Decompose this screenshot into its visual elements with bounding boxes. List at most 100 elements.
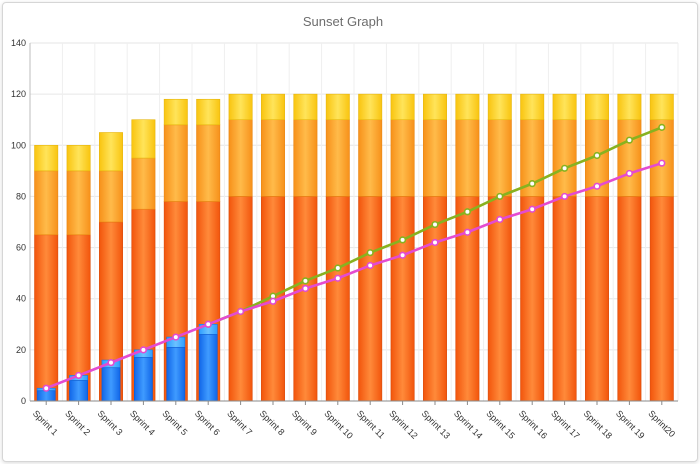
x-tick-label: Sprint 13 bbox=[420, 408, 453, 441]
x-axis: Sprint 1 Sprint 2 Sprint 3 Sprint 4 Sprint 5… bbox=[30, 400, 678, 441]
x-tick-label: Sprint 7 bbox=[225, 408, 254, 437]
x-tick-label: Sprint 16 bbox=[517, 408, 550, 441]
series-line bbox=[45, 161, 663, 390]
grid-lines bbox=[29, 42, 679, 402]
x-tick-label: Sprint 6 bbox=[193, 408, 222, 437]
line-point bbox=[658, 159, 666, 167]
x-tick-label: Sprint 14 bbox=[452, 408, 485, 441]
bar-segment-middle bbox=[487, 119, 512, 197]
line-point bbox=[301, 277, 310, 285]
bar-segment-base bbox=[649, 196, 674, 402]
line-point bbox=[204, 320, 212, 328]
line-point bbox=[593, 182, 601, 190]
line-point bbox=[593, 151, 601, 160]
line-point bbox=[625, 136, 634, 144]
bar-segment-top bbox=[520, 93, 545, 121]
line-point bbox=[399, 236, 407, 244]
x-tick-label: Sprint 9 bbox=[290, 408, 319, 437]
bar-segment-base bbox=[617, 196, 642, 402]
line-point bbox=[42, 384, 50, 392]
trend-lines bbox=[42, 123, 666, 392]
bar-segment-top bbox=[585, 93, 609, 121]
y-tick-label: 100 bbox=[11, 140, 26, 150]
bar-segment-base bbox=[520, 196, 545, 402]
bar-segment-middle bbox=[325, 119, 350, 197]
x-tick-label: Sprint 11 bbox=[355, 408, 387, 440]
bar-segment-middle bbox=[423, 119, 447, 197]
completed-bar bbox=[134, 357, 153, 402]
bar-segment-middle bbox=[455, 119, 480, 197]
line-point bbox=[139, 346, 147, 354]
bar-segment-top bbox=[293, 93, 318, 121]
x-tick-label: Sprint20 bbox=[646, 408, 677, 439]
x-tick-label: Sprint 19 bbox=[614, 408, 647, 441]
bar-segment-top bbox=[423, 93, 447, 121]
x-tick-label: Sprint 8 bbox=[258, 408, 287, 437]
line-point bbox=[496, 192, 504, 201]
line-point bbox=[528, 205, 536, 213]
bar-segment-top bbox=[390, 93, 415, 121]
bar-segment-base bbox=[34, 234, 59, 402]
line-point bbox=[74, 371, 83, 380]
bar-segment-middle bbox=[261, 119, 285, 197]
x-tick-label: Sprint 5 bbox=[160, 408, 189, 437]
x-tick-label: Sprint 10 bbox=[322, 408, 355, 441]
line-point bbox=[463, 228, 472, 236]
x-tick-label: Sprint 18 bbox=[582, 408, 615, 441]
line-point bbox=[625, 169, 634, 178]
bar-segment-middle bbox=[293, 119, 318, 197]
y-tick-label: 60 bbox=[16, 243, 26, 253]
line-point bbox=[334, 264, 342, 272]
bar-segment-top bbox=[617, 93, 642, 121]
line-point bbox=[560, 164, 569, 172]
completed-bar bbox=[198, 334, 218, 402]
bar-segment-middle bbox=[390, 119, 415, 197]
y-tick-label: 80 bbox=[16, 191, 26, 201]
bar-segment-base bbox=[358, 196, 383, 402]
y-tick-label: 20 bbox=[16, 345, 26, 355]
line-point bbox=[431, 220, 439, 229]
completed-bar bbox=[166, 346, 186, 402]
bar-segment-base bbox=[293, 196, 318, 402]
bar-segment-middle bbox=[617, 119, 642, 197]
line-point bbox=[269, 297, 277, 305]
y-axis: 0 20 40 60 80 100 120 140 bbox=[11, 38, 31, 406]
bar-segment-middle bbox=[163, 124, 188, 202]
bar-segment-top bbox=[228, 93, 253, 121]
line-point bbox=[431, 238, 439, 247]
bar-segment-top bbox=[66, 144, 91, 172]
line-point bbox=[366, 249, 374, 257]
bar-segment-top bbox=[99, 132, 123, 172]
x-tick-label: Sprint 2 bbox=[63, 408, 92, 437]
bar-segment-base bbox=[552, 196, 577, 402]
line-point bbox=[172, 333, 180, 341]
y-tick-label: 120 bbox=[11, 89, 26, 99]
line-point bbox=[560, 192, 569, 201]
x-tick-label: Sprint 17 bbox=[549, 408, 582, 441]
line-point bbox=[399, 251, 407, 259]
bar-segment-base bbox=[455, 196, 480, 402]
completed-bar bbox=[69, 380, 88, 402]
bar-segment-base bbox=[390, 196, 415, 402]
bar-segment-middle bbox=[34, 170, 59, 236]
bar-segment-base bbox=[487, 196, 512, 402]
stacked-bars bbox=[34, 93, 674, 402]
y-tick-label: 40 bbox=[16, 294, 26, 304]
bar-segment-top bbox=[163, 98, 188, 126]
bar-segment-middle bbox=[99, 170, 123, 223]
bar-segment-middle bbox=[228, 119, 253, 197]
line-point bbox=[658, 123, 666, 131]
bar-segment-top bbox=[552, 93, 577, 121]
x-tick-label: Sprint 4 bbox=[128, 408, 157, 437]
x-tick-label: Sprint 15 bbox=[484, 408, 517, 441]
x-tick-label: Sprint 12 bbox=[387, 408, 420, 441]
bar-segment-top bbox=[358, 93, 383, 121]
x-tick-label: Sprint 1 bbox=[31, 408, 60, 437]
bar-segment-top bbox=[261, 93, 285, 121]
bar-segment-middle bbox=[358, 119, 383, 197]
completed-bar bbox=[101, 367, 121, 402]
bar-segment-base bbox=[228, 196, 253, 402]
bar-segment-middle bbox=[196, 124, 221, 202]
y-tick-label: 140 bbox=[11, 38, 26, 48]
x-tick-label: Sprint 3 bbox=[96, 408, 125, 437]
